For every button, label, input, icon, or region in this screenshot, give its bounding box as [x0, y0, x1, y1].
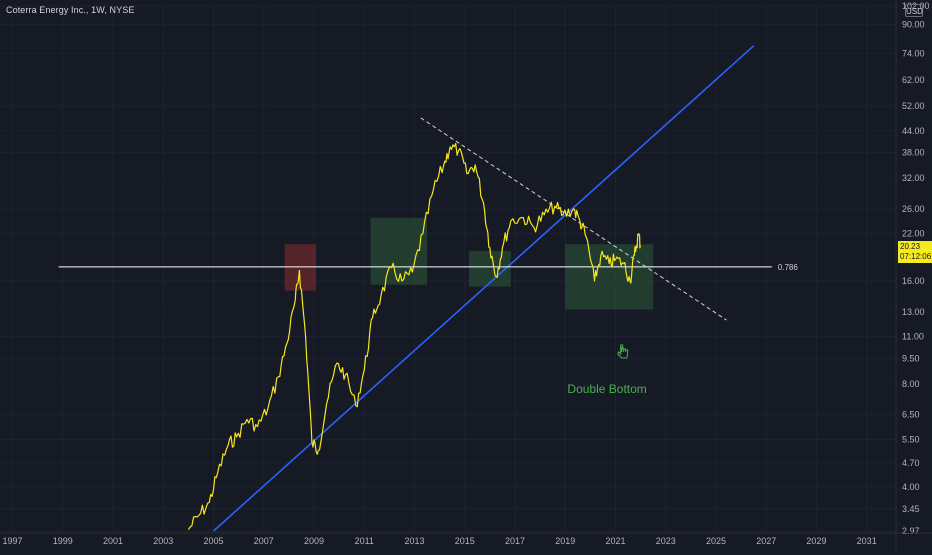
grid-layer	[0, 5, 896, 532]
y-tick-label: 4.00	[902, 482, 920, 492]
x-tick-label: 2023	[656, 536, 676, 546]
y-tick-label: 2.97	[902, 526, 920, 536]
x-tick-label: 2001	[103, 536, 123, 546]
y-tick-label: 62.00	[902, 75, 925, 85]
x-tick-label: 1997	[3, 536, 23, 546]
y-tick-label: 13.00	[902, 307, 925, 317]
y-tick-label: 8.00	[902, 379, 920, 389]
currency-badge[interactable]: USD	[905, 4, 923, 17]
x-tick-label: 1999	[53, 536, 73, 546]
y-tick-label: 44.00	[902, 126, 925, 136]
y-tick-label: 38.00	[902, 148, 925, 158]
highlight-box-green	[468, 250, 511, 287]
x-tick-label: 2009	[304, 536, 324, 546]
hand-pointer-icon	[617, 344, 629, 359]
x-tick-label: 2027	[756, 536, 776, 546]
x-tick-label: 2021	[605, 536, 625, 546]
x-tick-label: 2013	[404, 536, 424, 546]
y-tick-label: 26.00	[902, 204, 925, 214]
resistance-dashed-line	[420, 117, 727, 321]
highlight-box-green	[565, 244, 654, 310]
y-tick-label: 4.70	[902, 458, 920, 468]
y-tick-label: 32.00	[902, 173, 925, 183]
x-tick-label: 2007	[254, 536, 274, 546]
y-tick-label: 102.00	[902, 1, 930, 11]
symbol-title: Coterra Energy Inc., 1W, NYSE	[6, 5, 135, 15]
trendline	[212, 45, 755, 532]
drawing-overlays: 0.786	[58, 45, 799, 532]
x-tick-label: 2025	[706, 536, 726, 546]
x-tick-label: 2015	[455, 536, 475, 546]
x-tick-label: 2005	[204, 536, 224, 546]
x-tick-label: 2019	[555, 536, 575, 546]
last-price: 20.23	[900, 242, 921, 251]
y-tick-label: 6.50	[902, 410, 920, 420]
pattern-label: Double Bottom	[567, 382, 646, 396]
highlight-boxes	[284, 217, 654, 310]
x-axis[interactable]: 1997 1999 2001 2003 2005 2007 2009 2011 2013 2015…	[0, 532, 932, 546]
hand-outline	[617, 344, 629, 359]
y-axis[interactable]: 102.00 90.00 74.00 62.00 52.00 44.00 38.00 32.0…	[895, 0, 930, 550]
highlight-box-green	[370, 217, 428, 285]
fib-level-label: 0.786	[778, 263, 799, 272]
y-tick-label: 9.50	[902, 353, 920, 363]
y-tick-label: 16.00	[902, 276, 925, 286]
y-tick-label: 74.00	[902, 49, 925, 59]
y-tick-label: 52.00	[902, 101, 925, 111]
y-tick-label: 3.45	[902, 504, 920, 514]
x-tick-label: 2017	[505, 536, 525, 546]
y-tick-label: 90.00	[902, 20, 925, 30]
price-line	[187, 142, 642, 530]
x-tick-label: 2003	[153, 536, 173, 546]
x-tick-label: 2029	[806, 536, 826, 546]
y-tick-label: 22.00	[902, 229, 925, 239]
y-tick-label: 5.50	[902, 435, 920, 445]
x-tick-label: 2011	[355, 536, 374, 546]
x-tick-label: 2031	[857, 536, 877, 546]
annotation-layer: Double Bottom	[567, 344, 647, 396]
bar-countdown: 07:12:06	[900, 252, 932, 261]
last-price-tag: 20.23 07:12:06	[898, 241, 932, 263]
y-tick-label: 11.00	[902, 332, 924, 342]
price-series	[187, 142, 642, 530]
